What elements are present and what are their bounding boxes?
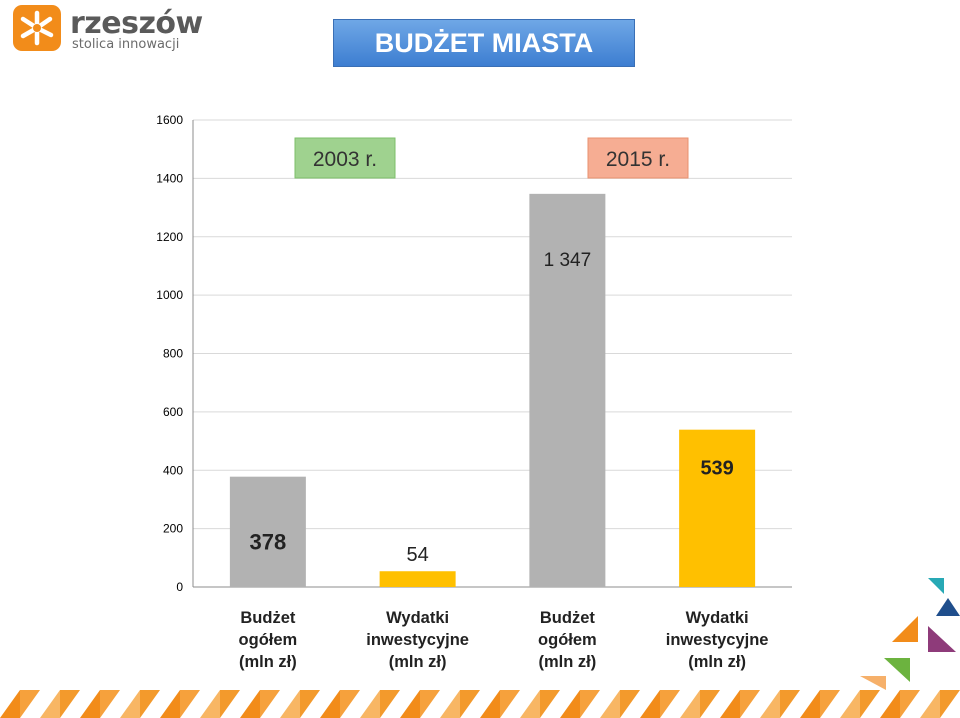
bar — [379, 571, 456, 587]
strip-triangle — [520, 690, 540, 718]
strip-triangle — [600, 690, 620, 718]
x-category-label: (mln zł) — [688, 653, 746, 671]
x-category-label: Budżet — [240, 609, 296, 627]
strip-triangle — [220, 690, 240, 718]
strip-triangle — [840, 690, 860, 718]
strip-triangle — [720, 690, 740, 718]
orange-triangle — [892, 616, 918, 642]
strip-triangle — [320, 690, 340, 718]
strip-triangle — [380, 690, 400, 718]
strip-triangle — [340, 690, 360, 718]
strip-triangle — [420, 690, 440, 718]
year-label-box — [294, 137, 396, 179]
navy-triangle — [936, 598, 960, 616]
strip-triangle — [260, 690, 280, 718]
data-label: 378 — [250, 530, 287, 555]
y-tick-label: 600 — [163, 405, 183, 419]
strip-triangle — [80, 690, 100, 718]
data-label: 539 — [700, 457, 733, 479]
strip-triangle — [160, 690, 180, 718]
strip-triangle — [0, 690, 20, 718]
x-category-label: (mln zł) — [239, 653, 297, 671]
strip-triangle — [20, 690, 40, 718]
bar-chart: 0 200 400 600 800 1000 1200 1400 1600 378 Budżet og… — [156, 113, 792, 671]
x-category-label: inwestycyjne — [366, 631, 469, 649]
strip-triangle — [660, 690, 680, 718]
strip-triangle — [180, 690, 200, 718]
strip-triangle — [100, 690, 120, 718]
light-orange-triangle — [860, 676, 886, 690]
rzeszow-logo: rzeszów stolica innowacji — [12, 4, 203, 56]
strip-triangle — [920, 690, 940, 718]
year-label-box — [587, 137, 689, 179]
strip-triangle — [740, 690, 760, 718]
strip-triangle — [900, 690, 920, 718]
bottom-decorative-strip — [0, 690, 960, 718]
data-label: 1 347 — [544, 250, 592, 271]
x-category-label: ogółem — [538, 631, 597, 649]
strip-triangle — [60, 690, 80, 718]
strip-triangle — [700, 690, 720, 718]
year-label: 2015 r. — [606, 148, 670, 171]
strip-triangle — [500, 690, 520, 718]
page-title: BUDŻET MIASTA — [333, 19, 635, 67]
x-category-label: Budżet — [540, 609, 596, 627]
strip-triangle — [620, 690, 640, 718]
strip-triangle — [360, 690, 380, 718]
logo-tagline: stolica innowacji — [72, 37, 180, 52]
strip-triangle — [400, 690, 420, 718]
logo-name: rzeszów — [70, 6, 203, 41]
strip-triangle — [240, 690, 260, 718]
strip-triangle — [140, 690, 160, 718]
x-category-label: Wydatki — [386, 609, 449, 627]
y-tick-label: 400 — [163, 463, 183, 477]
strip-triangle — [780, 690, 800, 718]
strip-triangle — [580, 690, 600, 718]
x-category-label: (mln zł) — [539, 653, 597, 671]
y-tick-label: 800 — [163, 347, 183, 361]
strip-triangle — [760, 690, 780, 718]
strip-triangle — [540, 690, 560, 718]
y-tick-label: 0 — [176, 580, 183, 594]
strip-triangle — [560, 690, 580, 718]
strip-triangle — [820, 690, 840, 718]
bar — [529, 193, 606, 588]
y-tick-label: 200 — [163, 522, 183, 536]
teal-triangle — [928, 578, 944, 594]
data-label: 54 — [407, 544, 429, 566]
strip-triangle — [640, 690, 660, 718]
strip-triangle — [300, 690, 320, 718]
y-tick-label: 1600 — [156, 113, 183, 127]
strip-triangle — [120, 690, 140, 718]
sun-logo-icon — [13, 5, 61, 51]
x-category-label: Wydatki — [686, 609, 749, 627]
y-tick-label: 1000 — [156, 288, 183, 302]
strip-triangle — [860, 690, 880, 718]
corner-triangles-decoration — [860, 578, 960, 690]
purple-triangle — [928, 626, 956, 652]
strip-triangle — [480, 690, 500, 718]
y-tick-label: 1200 — [156, 230, 183, 244]
strip-triangle — [440, 690, 460, 718]
y-tick-label: 1400 — [156, 171, 183, 185]
x-category-label: (mln zł) — [389, 653, 447, 671]
strip-triangle — [940, 690, 960, 718]
year-label: 2003 r. — [313, 148, 377, 171]
green-triangle — [884, 658, 910, 682]
strip-triangle — [200, 690, 220, 718]
strip-triangle — [880, 690, 900, 718]
bar — [679, 429, 756, 587]
strip-triangle — [800, 690, 820, 718]
strip-triangle — [460, 690, 480, 718]
strip-triangle — [680, 690, 700, 718]
x-category-label: ogółem — [239, 631, 298, 649]
strip-triangle — [280, 690, 300, 718]
strip-triangle — [40, 690, 60, 718]
bar — [229, 476, 306, 587]
x-category-label: inwestycyjne — [666, 631, 769, 649]
